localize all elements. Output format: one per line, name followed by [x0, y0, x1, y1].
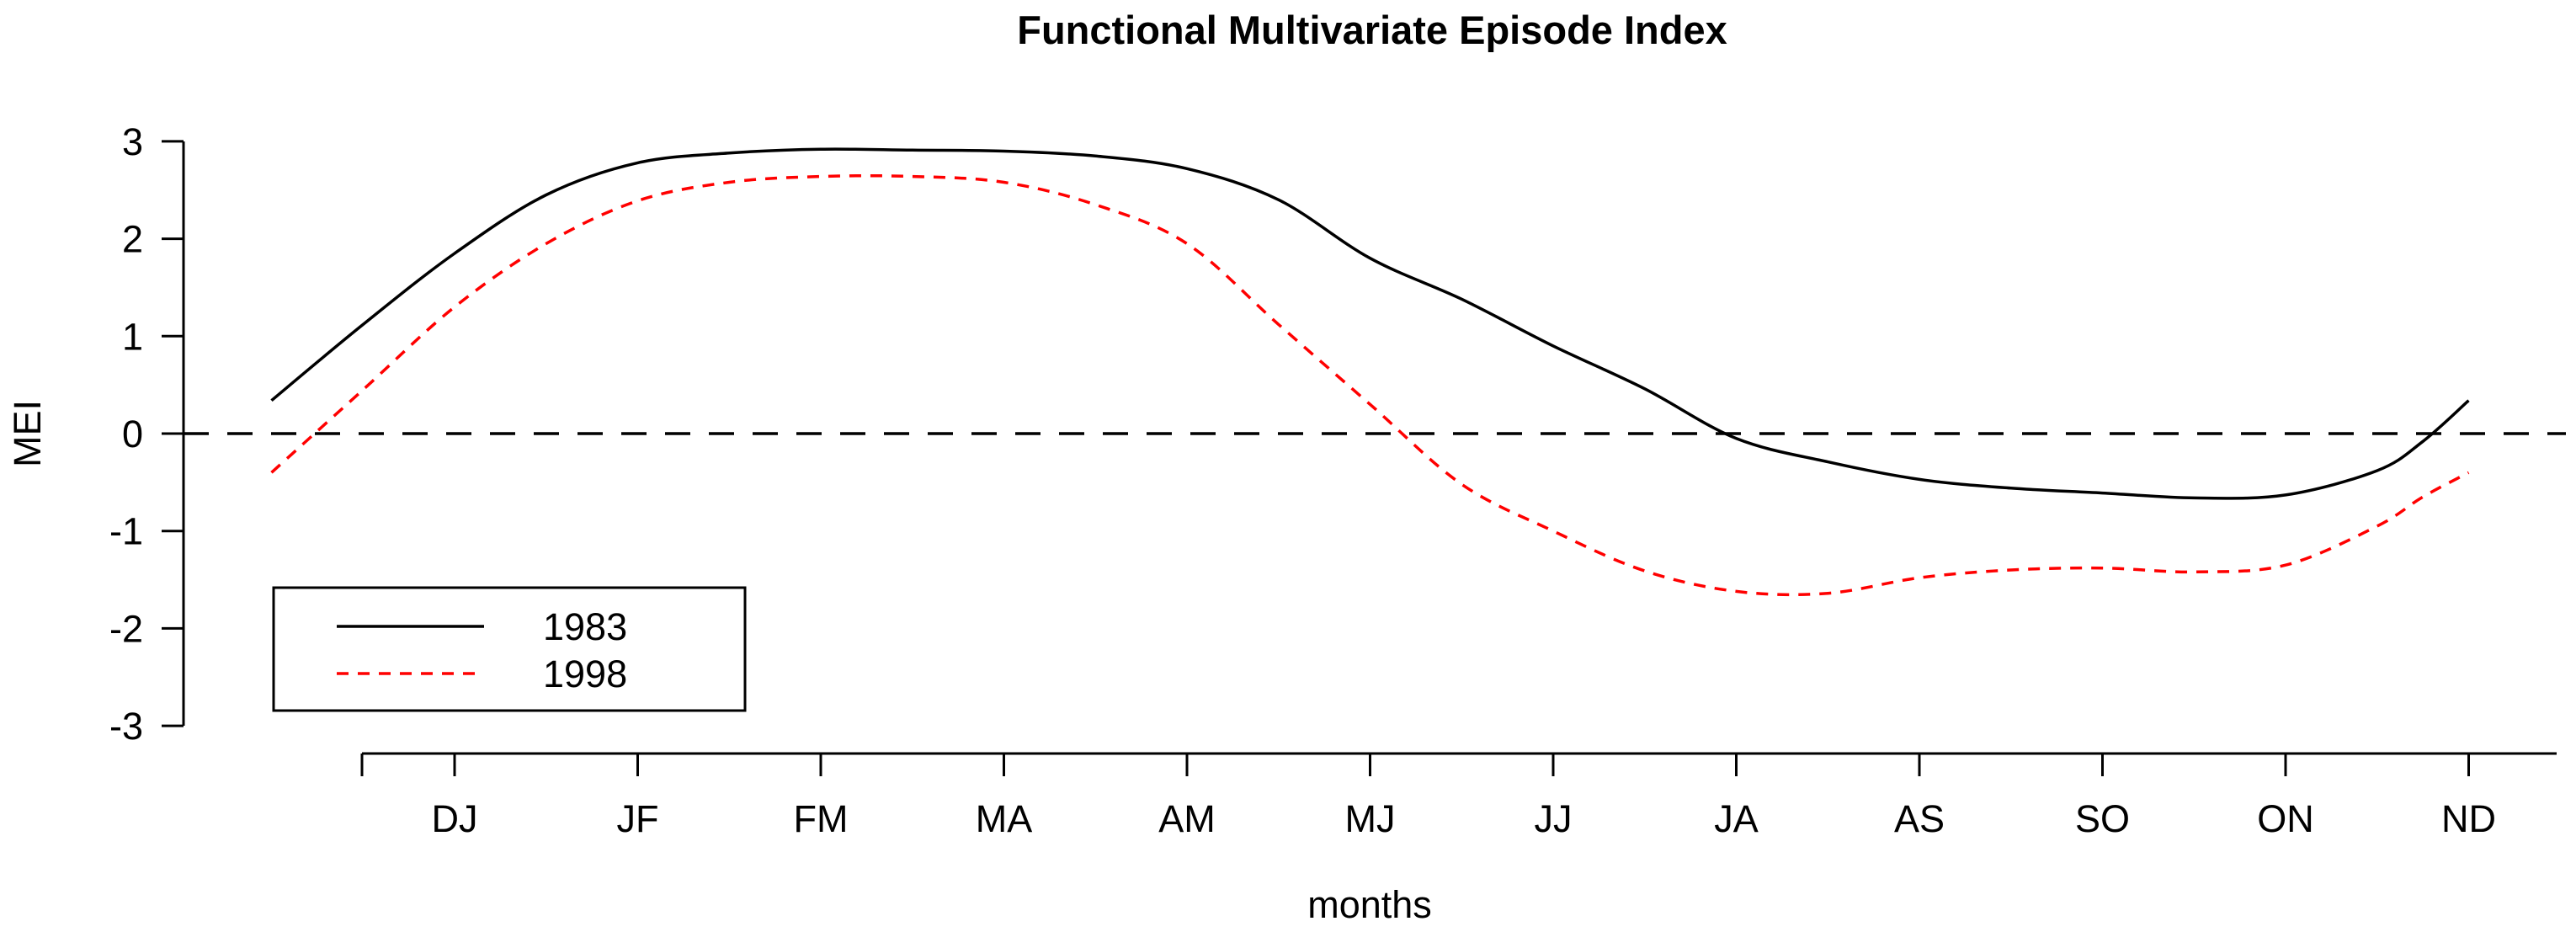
y-axis: 3 2 1 0 -1 -2 -3 [109, 120, 185, 748]
y-tick-label: 1 [122, 315, 143, 358]
legend-box [272, 586, 747, 712]
y-tick-label: -1 [109, 510, 143, 553]
y-tick-label: 0 [122, 413, 143, 455]
x-tick-label: SO [2075, 797, 2130, 840]
x-axis-label: months [1307, 883, 1432, 926]
y-tick-label: -2 [109, 607, 143, 650]
legend-label-1998: 1998 [543, 652, 627, 695]
y-axis-label: MEI [6, 400, 49, 467]
series-curve-1998 [270, 173, 2470, 597]
x-tick-label: JF [617, 797, 659, 840]
series-curve-1983 [270, 147, 2470, 500]
x-tick-label: MA [976, 797, 1033, 840]
y-tick-label: -3 [109, 705, 143, 748]
x-tick-label: MJ [1345, 797, 1396, 840]
data-series [270, 147, 2470, 597]
x-tick-label: JJ [1535, 797, 1573, 840]
x-tick-label: ND [2441, 797, 2496, 840]
chart-title: Functional Multivariate Episode Index [1017, 8, 1727, 52]
x-tick-label: DJ [432, 797, 478, 840]
y-tick-label: 2 [122, 218, 143, 261]
x-tick-label: AM [1158, 797, 1216, 840]
x-tick-label: AS [1894, 797, 1945, 840]
legend-label-1983: 1983 [543, 605, 627, 648]
x-tick-label: JA [1714, 797, 1759, 840]
x-tick-label: FM [794, 797, 849, 840]
y-tick-label: 3 [122, 120, 143, 163]
x-axis: DJ JF FM MA AM MJ JJ JA AS SO ON ND [360, 752, 2557, 840]
x-tick-label: ON [2257, 797, 2314, 840]
legend: 1983 1998 [272, 586, 747, 712]
